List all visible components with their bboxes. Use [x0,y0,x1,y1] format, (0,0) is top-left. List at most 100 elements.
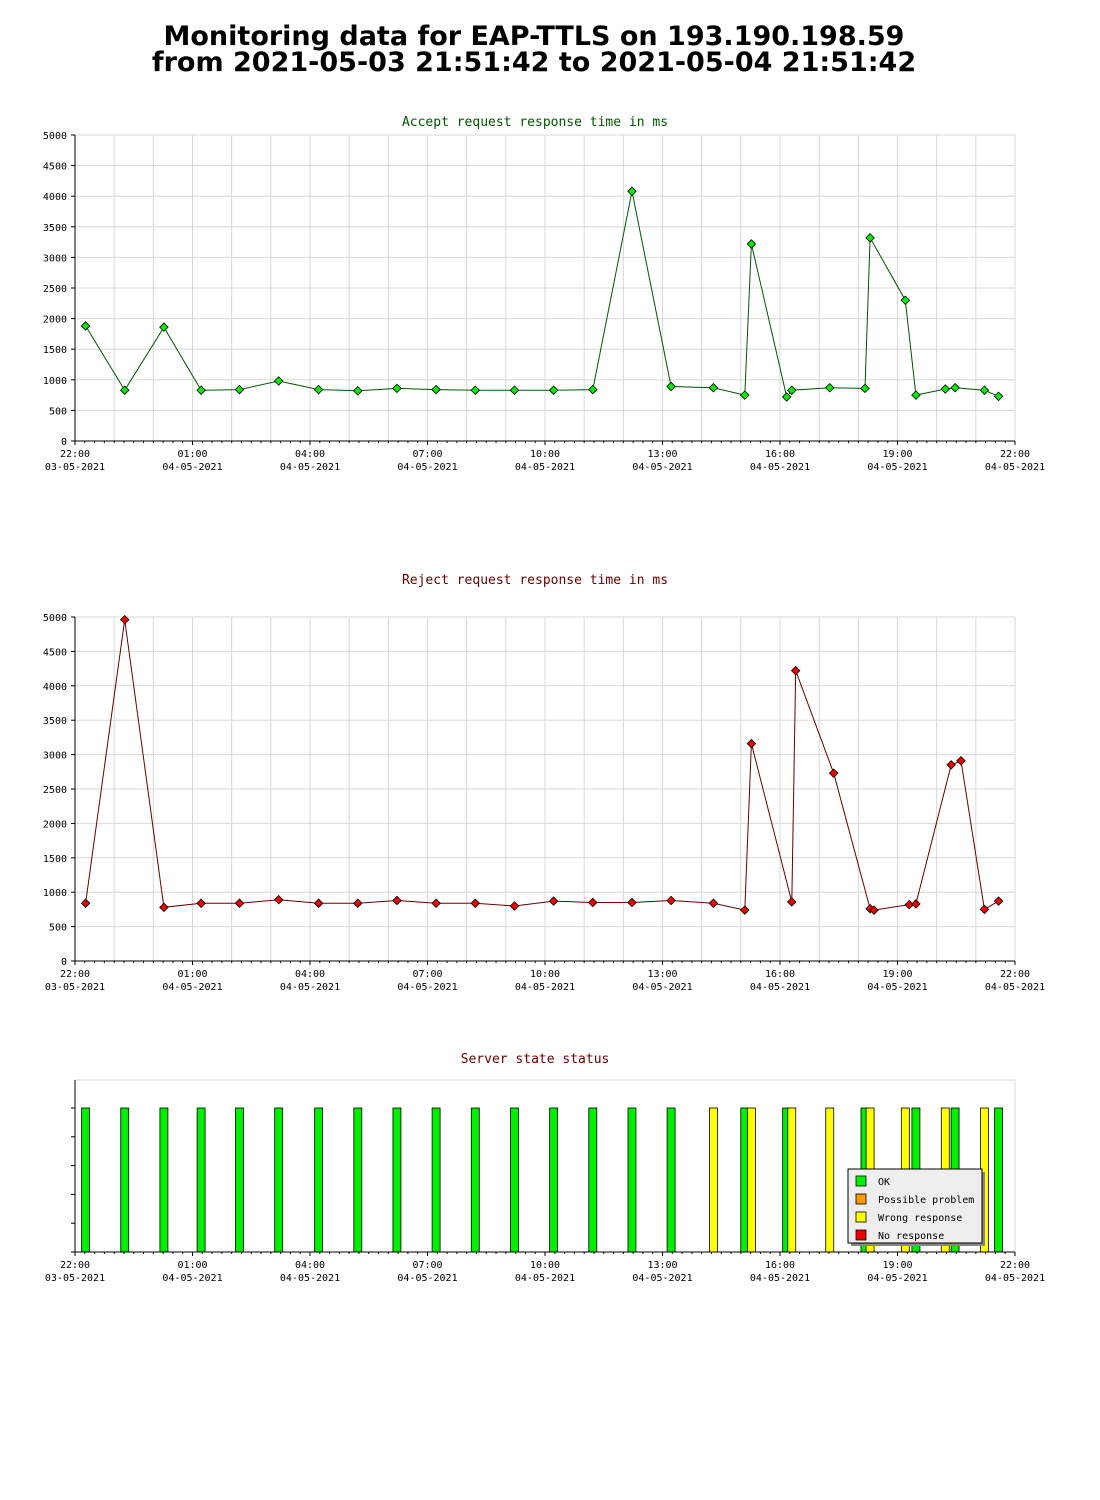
reject-data-point [392,895,402,906]
accept-data-point [746,239,757,249]
page-title: Monitoring data for EAP-TTLS on 193.190.… [0,23,1068,78]
legend-label: OK [878,1177,890,1188]
accept-response-chart: Accept request response time in ms 0 500 10… [43,115,1045,473]
status-bar [353,1107,363,1253]
accept-x-tick-time: 22:00 [60,449,90,460]
reject-series-line [85,619,999,911]
accept-y-tick-label: 5000 [43,131,67,142]
accept-chart-title: Accept request response time in ms [402,115,668,130]
legend-box [847,1168,983,1244]
accept-data-point [627,186,637,197]
reject-x-tick-time: 22:00 [1000,969,1030,980]
reject-data-point [313,898,324,908]
accept-data-point [786,385,797,395]
accept-data-point [80,321,91,331]
reject-x-tick-time: 19:00 [882,969,912,980]
accept-y-tick-label: 0 [61,437,67,448]
reject-data-point [509,901,520,911]
status-bar [159,1107,169,1253]
status-bar [627,1107,637,1253]
accept-series-line [85,191,999,399]
reject-x-tick-time: 13:00 [647,969,677,980]
reject-data-point [708,898,719,908]
accept-x-tick-date: 04-05-2021 [280,462,340,473]
reject-x-tick-time: 07:00 [412,969,442,980]
accept-data-point [824,382,835,393]
reject-data-point [666,895,676,906]
reject-response-chart: Reject request response time in ms 0 500 10… [43,573,1045,993]
status-bar [994,1107,1003,1253]
status-x-tick-time: 04:00 [295,1260,325,1271]
server-status-chart: Server state status 22:00 03-05-2021 01:00 0… [45,1052,1045,1284]
status-x-tick-date: 04-05-2021 [867,1273,927,1284]
reject-y-tick-label: 4000 [43,682,67,693]
accept-data-point [979,385,990,395]
status-bar [825,1107,835,1253]
status-x-tick-date: 04-05-2021 [750,1273,810,1284]
reject-y-tick-label: 3500 [43,716,67,727]
accept-y-tick-label: 2500 [43,284,67,295]
status-bar [588,1107,598,1253]
accept-y-tick-label: 1000 [43,376,67,387]
accept-x-tick-date: 04-05-2021 [515,462,575,473]
reject-data-point [828,768,839,778]
accept-data-point [993,391,1004,402]
accept-data-point [739,390,750,400]
status-bar [274,1107,284,1253]
status-x-tick-time: 10:00 [530,1260,560,1271]
status-x-tick-date: 04-05-2021 [515,1273,575,1284]
accept-data-point [119,385,130,395]
page-title-line2: from 2021-05-03 21:51:42 to 2021-05-04 2… [151,47,917,78]
reject-data-point [627,897,637,908]
accept-data-point [273,376,284,386]
accept-x-tick-time: 10:00 [530,449,560,460]
legend-swatch [855,1175,867,1187]
reject-x-tick-time: 01:00 [177,969,207,980]
reject-data-point [746,738,757,749]
reject-x-tick-time: 04:00 [295,969,325,980]
reject-data-point [956,756,966,766]
accept-x-tick-date: 04-05-2021 [750,462,810,473]
reject-x-tick-date: 04-05-2021 [162,982,222,993]
legend-label: No response [878,1231,944,1242]
status-bar [196,1107,206,1253]
accept-y-tick-label: 2000 [43,315,67,326]
reject-x-tick-time: 22:00 [60,969,90,980]
legend-swatch [855,1229,867,1241]
reject-x-tick-time: 16:00 [765,969,795,980]
reject-data-point [869,905,879,915]
status-bar [709,1107,718,1253]
accept-data-point [666,381,676,392]
status-x-tick-time: 07:00 [412,1260,442,1271]
accept-data-point [353,386,363,396]
status-x-tick-time: 19:00 [882,1260,912,1271]
accept-data-point [548,385,559,395]
status-bar [666,1107,676,1253]
accept-data-point [470,385,481,395]
accept-data-point [900,295,911,306]
accept-x-tick-date: 04-05-2021 [162,462,222,473]
status-x-tick-time: 16:00 [765,1260,795,1271]
reject-data-point [273,895,284,905]
accept-x-tick-time: 22:00 [1000,449,1030,460]
status-bar [120,1107,130,1253]
status-x-tick-date: 04-05-2021 [162,1273,222,1284]
reject-y-tick-label: 500 [49,923,67,934]
reject-chart-title: Reject request response time in ms [402,573,668,588]
status-x-tick-time: 22:00 [1000,1260,1030,1271]
accept-data-point [196,385,206,395]
accept-data-point [392,383,402,394]
accept-data-point [940,384,951,394]
reject-data-point [946,760,956,770]
reject-y-tick-label: 5000 [43,613,67,624]
accept-y-tick-label: 500 [49,406,67,417]
reject-data-point [911,899,921,909]
accept-data-point [950,382,960,393]
accept-x-tick-date: 04-05-2021 [632,462,692,473]
accept-x-tick-time: 04:00 [295,449,325,460]
status-x-tick-time: 01:00 [177,1260,207,1271]
status-x-tick-date: 04-05-2021 [397,1273,457,1284]
status-bar [235,1107,244,1253]
accept-x-tick-time: 19:00 [882,449,912,460]
